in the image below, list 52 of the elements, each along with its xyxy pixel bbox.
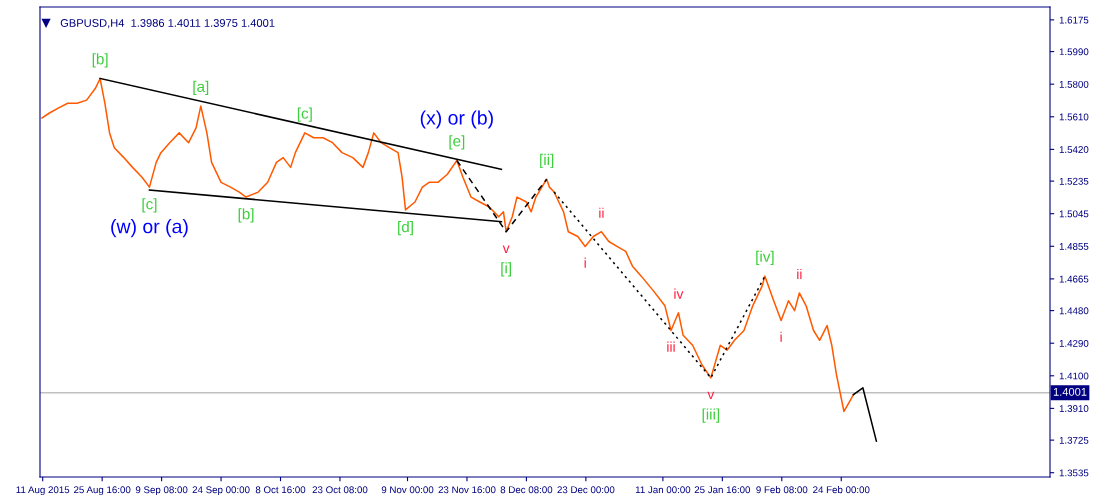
annotation: (w) or (a): [111, 219, 188, 238]
annotation: [b]: [92, 53, 108, 68]
x-tick-label: 8 Dec 08:00: [500, 486, 553, 494]
y-tick-label: 1.5235: [1059, 177, 1089, 185]
annotation: ii: [797, 268, 802, 279]
annotation: (x) or (b): [420, 110, 493, 129]
y-tick-label: 1.4855: [1059, 243, 1089, 250]
annotation: ii: [599, 207, 604, 218]
y-tick-label: 1.5800: [1059, 80, 1089, 88]
ref-line-label: 1.4001: [1053, 387, 1087, 396]
x-tick-label: 23 Dec 00:00: [557, 486, 615, 494]
annotation: i: [780, 331, 782, 342]
x-tick-label: 11 Aug 2015: [16, 486, 70, 496]
x-tick-label: 23 Nov 16:00: [438, 486, 496, 494]
text: GBPUSD,H4 1.3986 1.4011 1.3975 1.4001: [60, 19, 275, 29]
y-tick-label: 1.4480: [1059, 307, 1089, 315]
annotation: [iii]: [702, 408, 720, 423]
annotation: [c]: [297, 107, 312, 122]
x-tick-label: 9 Nov 00:00: [381, 486, 434, 494]
annotation: [i]: [501, 262, 512, 277]
x-tick-label: 23 Oct 08:00: [312, 486, 368, 494]
y-tick-label: 1.5420: [1059, 146, 1089, 153]
x-tick-label: 9 Sep 08:00: [135, 486, 188, 496]
x-tick-label: 24 Feb 00:00: [813, 486, 870, 494]
x-tick-label: 11 Jan 00:00: [635, 486, 691, 494]
y-tick-label: 1.6175: [1059, 16, 1089, 24]
annotation: [c]: [142, 198, 157, 213]
x-tick-label: 9 Feb 08:00: [756, 486, 808, 494]
x-tick-label: 8 Oct 16:00: [255, 486, 306, 494]
annotation: [a]: [193, 80, 209, 96]
annotation: iv: [674, 288, 684, 299]
y-tick-label: 1.3535: [1059, 469, 1089, 477]
y-tick-label: 1.5990: [1059, 48, 1089, 56]
y-tick-label: 1.3725: [1059, 436, 1089, 444]
y-tick-label: 1.4290: [1059, 339, 1089, 347]
x-tick-label: 25 Jan 16:00: [694, 486, 751, 494]
x-tick-label: 25 Aug 16:00: [73, 486, 131, 496]
y-tick-label: 1.4100: [1059, 372, 1089, 380]
y-tick-label: 1.5045: [1059, 210, 1089, 218]
annotation: i: [584, 257, 586, 268]
annotation: v: [707, 391, 715, 400]
annotation: [d]: [398, 221, 413, 236]
y-tick-label: 1.4665: [1059, 275, 1089, 283]
annotation: [ii]: [540, 153, 554, 169]
annotation: v: [502, 245, 510, 253]
annotation: [e]: [449, 135, 465, 150]
y-tick-label: 1.5610: [1059, 113, 1089, 121]
annotation: iii: [667, 341, 675, 352]
y-tick-label: 1.3910: [1059, 405, 1089, 413]
annotation: [iv]: [756, 250, 774, 266]
x-tick-label: 24 Sep 00:00: [192, 486, 250, 496]
annotation: [b]: [238, 208, 254, 223]
